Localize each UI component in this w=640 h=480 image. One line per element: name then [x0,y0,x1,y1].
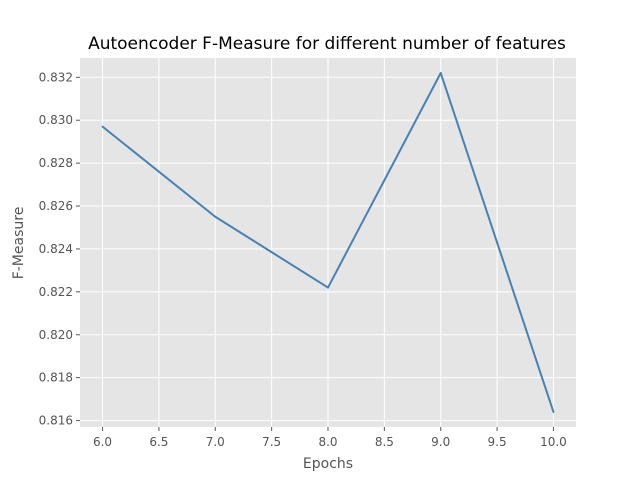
x-tick-label: 10.0 [540,435,567,449]
x-axis-label: Epochs [303,456,353,472]
y-axis-label: F-Measure [11,207,27,280]
y-tick-label: 0.818 [39,371,73,385]
y-gridlines [80,76,576,422]
y-tick-label: 0.820 [39,328,73,342]
x-tick-label: 7.5 [262,435,281,449]
data-point [552,410,555,413]
y-tick-label: 0.828 [39,156,73,170]
y-axis-ticks: 0.816 0.818 0.820 0.822 0.824 0.826 0.828 0.830… [39,70,80,428]
y-tick-label: 0.830 [39,113,73,127]
y-tick-label: 0.832 [39,70,73,84]
x-tick-label: 6.5 [149,435,168,449]
x-tick-label: 9.5 [488,435,507,449]
y-tick-label: 0.824 [39,242,73,256]
y-tick-label: 0.826 [39,199,73,213]
x-gridlines [102,58,554,427]
x-tick-label: 8.0 [318,435,337,449]
data-point [101,125,104,128]
series-group [101,72,555,413]
x-tick-label: 9.0 [431,435,450,449]
chart-title: Autoencoder F-Measure for different numb… [88,34,566,54]
y-tick-label: 0.816 [39,414,73,428]
x-tick-label: 6.0 [93,435,112,449]
x-axis-ticks: 6.0 6.5 7.0 7.5 8.0 8.5 9.0 9.5 10.0 [93,427,567,449]
y-tick-label: 0.822 [39,285,73,299]
data-point [439,72,442,75]
data-point [214,215,217,218]
x-tick-label: 7.0 [206,435,225,449]
data-point [327,286,329,289]
x-tick-label: 8.5 [375,435,394,449]
